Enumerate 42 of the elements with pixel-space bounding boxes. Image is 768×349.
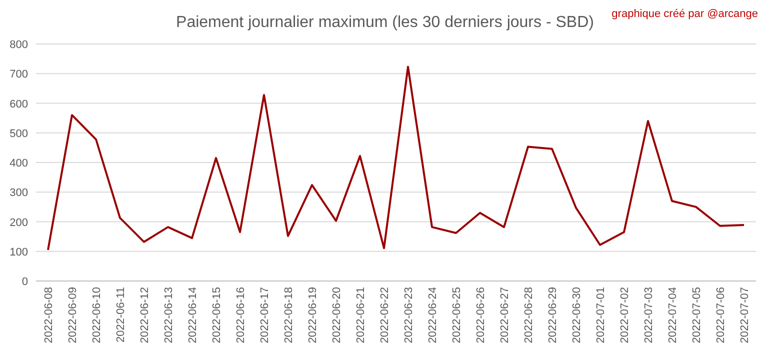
x-tick-label: 2022-06-23 [403,287,415,344]
x-tick-label: 2022-06-20 [331,287,343,344]
y-tick-label: 500 [10,128,28,140]
x-tick-label: 2022-06-19 [307,287,319,344]
x-tick-label: 2022-06-27 [499,287,511,344]
x-tick-label: 2022-06-21 [355,287,367,344]
x-tick-label: 2022-06-09 [67,287,79,344]
x-tick-label: 2022-07-01 [595,287,607,344]
x-tick-label: 2022-07-05 [691,287,703,344]
x-tick-label: 2022-07-06 [715,287,727,344]
x-tick-label: 2022-06-11 [115,287,127,342]
chart-title: Paiement journalier maximum (les 30 derniers jours - SBD) [176,14,594,31]
x-tick-label: 2022-06-28 [523,287,535,344]
x-tick-label: 2022-06-15 [211,287,223,344]
x-tick-label: 2022-06-16 [235,287,247,344]
y-tick-label: 800 [10,39,28,51]
x-tick-label: 2022-06-22 [379,287,391,344]
y-tick-label: 200 [10,216,28,229]
x-tick-label: 2022-06-12 [139,287,151,344]
y-tick-label: 0 [22,276,28,288]
x-tick-label: 2022-06-08 [43,287,55,344]
x-tick-label: 2022-06-24 [427,287,439,344]
x-tick-label: 2022-06-13 [163,287,175,344]
x-tick-label: 2022-07-02 [619,287,631,344]
x-tick-label: 2022-06-14 [187,287,199,344]
x-tick-label: 2022-06-25 [451,287,463,344]
x-tick-label: 2022-06-29 [547,287,559,344]
x-tick-label: 2022-06-17 [259,287,271,344]
x-tick-label: 2022-06-30 [571,287,583,344]
x-tick-label: 2022-06-10 [91,287,103,344]
x-tick-label: 2022-07-04 [667,287,679,344]
x-tick-label: 2022-07-03 [643,287,655,344]
y-tick-label: 400 [10,158,28,170]
text: graphique créé par @arcange [612,8,758,20]
y-tick-label: 100 [10,246,28,258]
y-tick-label: 700 [10,68,28,81]
y-tick-label: 600 [10,98,28,110]
x-tick-label: 2022-07-07 [739,287,751,344]
x-tick-label: 2022-06-26 [475,287,487,344]
line-series [47,66,745,251]
x-tick-label: 2022-06-18 [283,287,295,344]
y-tick-label: 300 [10,187,28,200]
